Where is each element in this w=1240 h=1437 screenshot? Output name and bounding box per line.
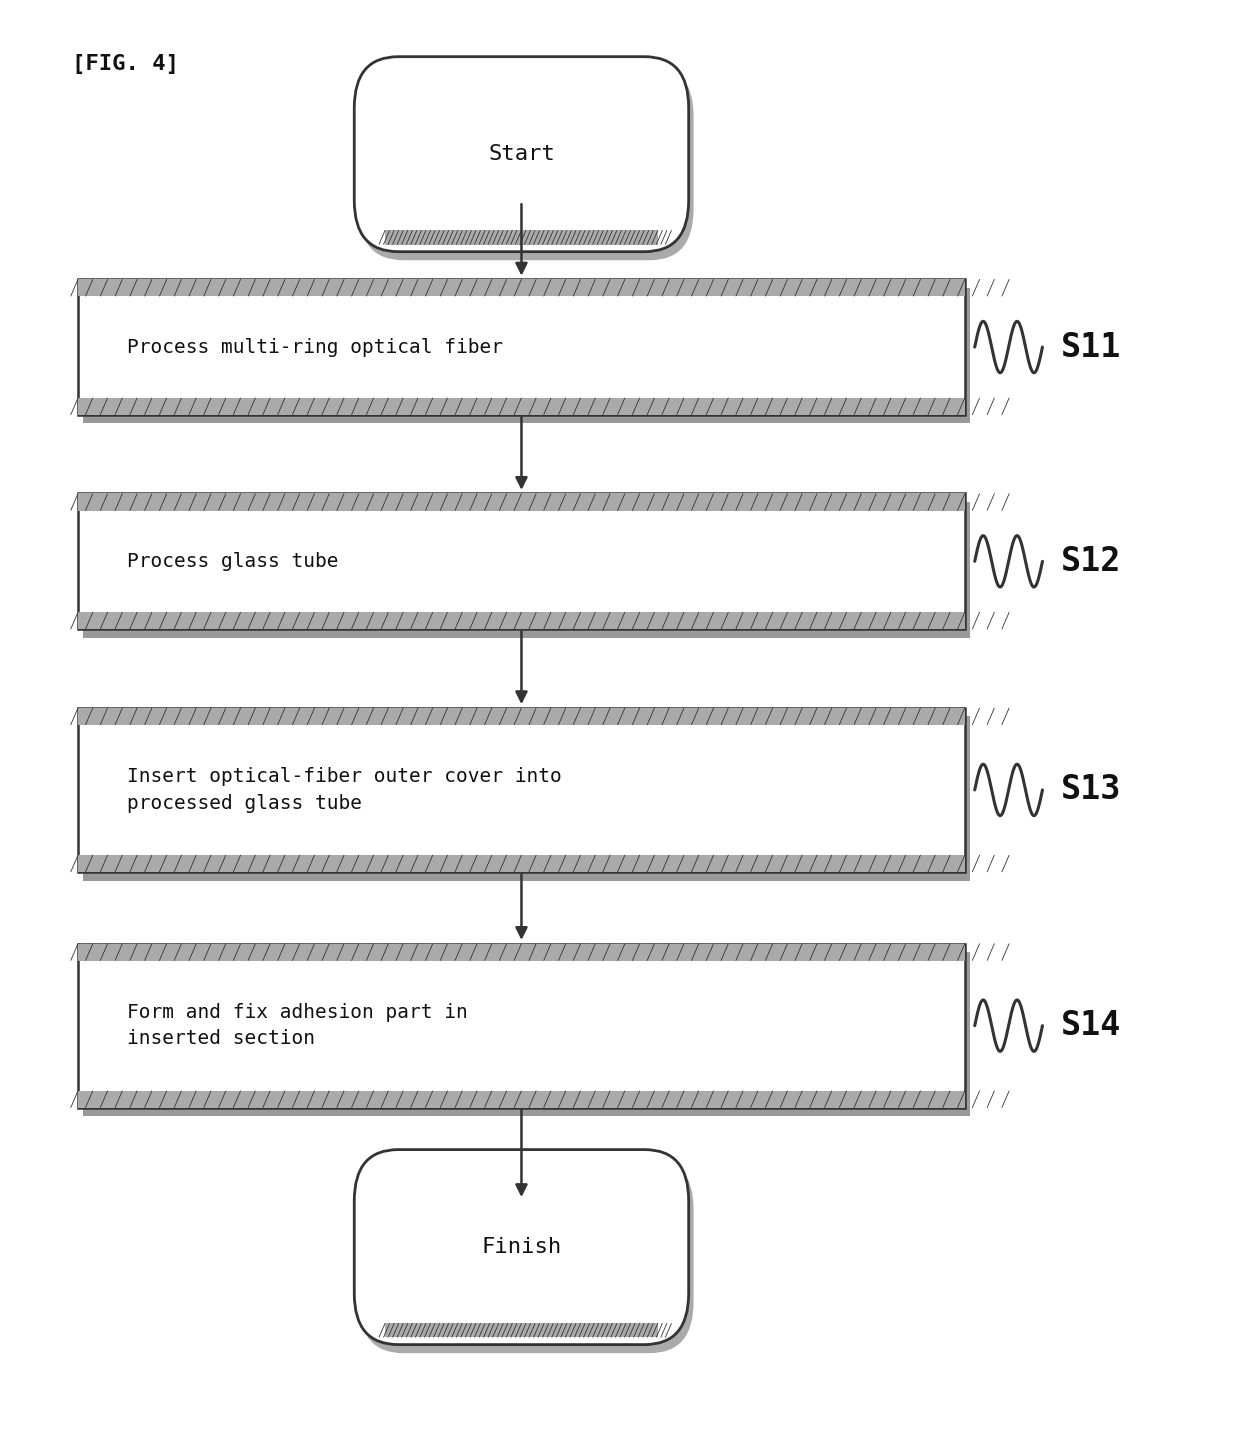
FancyBboxPatch shape: [360, 1158, 693, 1354]
Text: Insert optical-fiber outer cover into
processed glass tube: Insert optical-fiber outer cover into pr…: [128, 767, 562, 813]
Polygon shape: [78, 612, 965, 629]
Text: Finish: Finish: [481, 1237, 562, 1257]
Polygon shape: [78, 855, 965, 872]
Text: S14: S14: [1061, 1009, 1121, 1042]
FancyBboxPatch shape: [83, 717, 970, 881]
Text: Process glass tube: Process glass tube: [128, 552, 339, 570]
Text: Start: Start: [489, 144, 556, 164]
Text: Form and fix adhesion part in
inserted section: Form and fix adhesion part in inserted s…: [128, 1003, 467, 1049]
Text: S11: S11: [1061, 331, 1121, 364]
Polygon shape: [78, 708, 965, 724]
Text: S12: S12: [1061, 545, 1121, 578]
FancyBboxPatch shape: [355, 1150, 688, 1345]
FancyBboxPatch shape: [78, 708, 965, 872]
Polygon shape: [78, 493, 965, 510]
FancyBboxPatch shape: [355, 56, 688, 251]
FancyBboxPatch shape: [83, 953, 970, 1117]
FancyBboxPatch shape: [78, 279, 965, 415]
Polygon shape: [78, 279, 965, 296]
FancyBboxPatch shape: [78, 493, 965, 629]
Polygon shape: [386, 230, 658, 244]
Polygon shape: [78, 944, 965, 961]
FancyBboxPatch shape: [78, 944, 965, 1108]
Polygon shape: [386, 1323, 658, 1338]
Polygon shape: [78, 398, 965, 415]
FancyBboxPatch shape: [83, 502, 970, 638]
FancyBboxPatch shape: [83, 287, 970, 424]
Polygon shape: [78, 1091, 965, 1108]
Text: S13: S13: [1061, 773, 1121, 806]
Text: [FIG. 4]: [FIG. 4]: [72, 55, 179, 75]
FancyBboxPatch shape: [360, 65, 693, 260]
Text: Process multi-ring optical fiber: Process multi-ring optical fiber: [128, 338, 503, 356]
